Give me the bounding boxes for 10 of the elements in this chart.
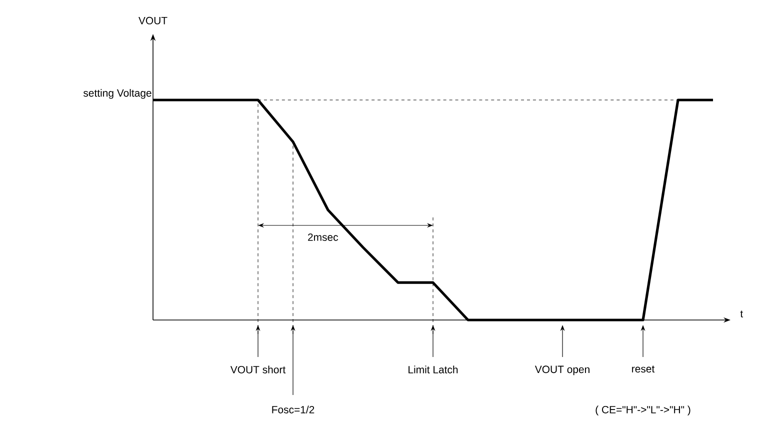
- text: Limit Latch: [408, 366, 458, 374]
- text: setting Voltage: [83, 89, 152, 99]
- annotation: 2msec: [308, 233, 338, 241]
- text: VOUT: [138, 16, 168, 24]
- x-axis-title: t: [740, 310, 743, 318]
- text: ( CE="H"->"L"->"H" ): [596, 406, 690, 416]
- text: reset: [632, 366, 655, 373]
- text: VOUT open: [534, 366, 590, 376]
- text: Fosc=1/2: [272, 406, 314, 414]
- text: VOUT short: [230, 366, 286, 374]
